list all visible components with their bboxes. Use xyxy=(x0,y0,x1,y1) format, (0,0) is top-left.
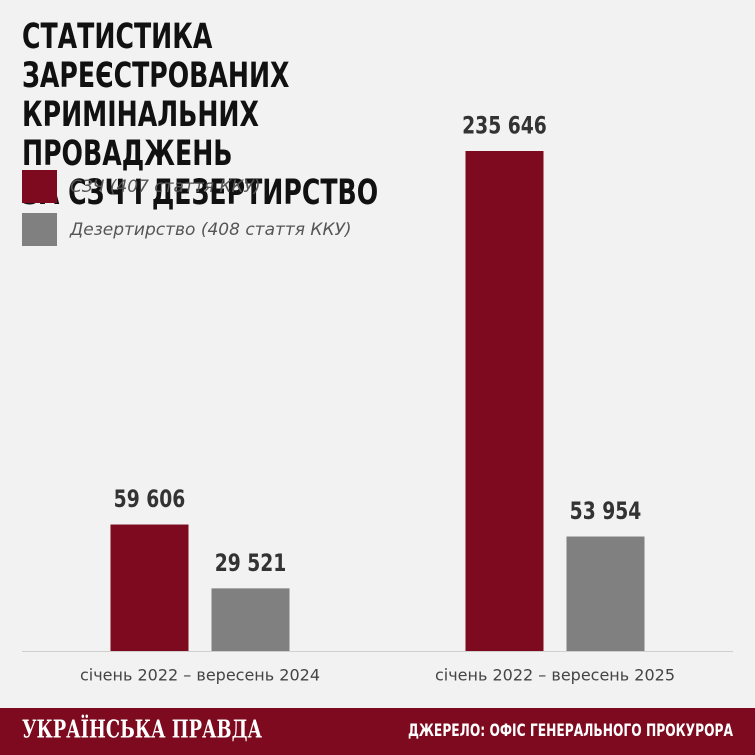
legend-swatch xyxy=(22,170,57,203)
value-label: 53 954 xyxy=(570,498,642,526)
brand: УКРАЇНСЬКА ПРАВДА xyxy=(22,715,262,744)
legend-label: СЗЧ (407 стаття ККУ) xyxy=(70,177,261,197)
x-tick-label: січень 2022 – вересень 2025 xyxy=(435,666,675,685)
x-tick-label: січень 2022 – вересень 2024 xyxy=(80,666,320,685)
bar xyxy=(465,151,544,651)
bar xyxy=(211,588,290,651)
source: ДЖЕРЕЛО: ОФІС ГЕНЕРАЛЬНОГО ПРОКУРОРА xyxy=(408,721,734,741)
legend-label: Дезертирство (408 стаття ККУ) xyxy=(69,220,352,240)
bar xyxy=(110,524,189,651)
bar xyxy=(566,536,645,651)
value-label: 29 521 xyxy=(215,550,287,578)
value-label: 59 606 xyxy=(114,486,186,514)
value-label: 235 646 xyxy=(462,113,547,141)
footer-bar xyxy=(0,708,755,755)
legend-swatch xyxy=(22,213,57,246)
